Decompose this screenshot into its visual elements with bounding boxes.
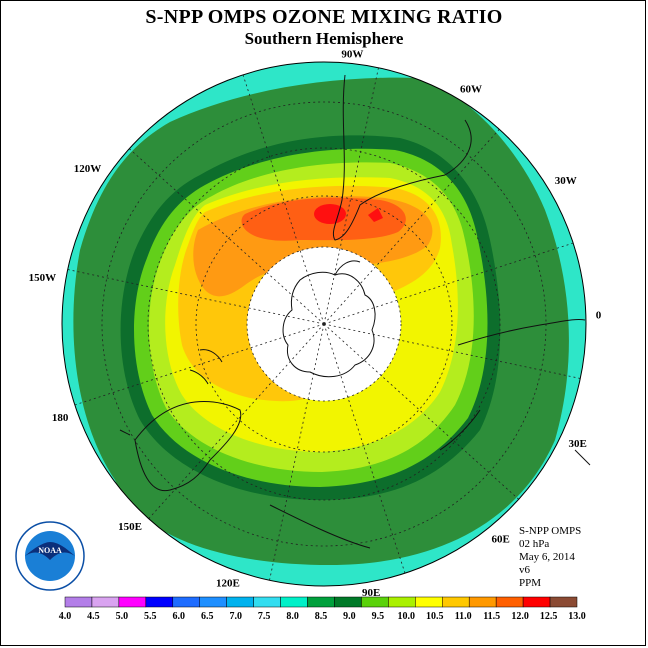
meridian-line <box>67 269 325 325</box>
colorbar-tick-label: 4.5 <box>87 611 100 622</box>
meridian-line <box>323 67 379 325</box>
colorbar-tick-label: 4.0 <box>59 611 72 622</box>
colorbar-tick-label: 12.5 <box>540 611 558 622</box>
colorbar-tick-label: 7.5 <box>258 611 271 622</box>
info-units: PPM <box>519 577 542 589</box>
colorbar-tick-label: 6.0 <box>173 611 186 622</box>
longitude-label: 0 <box>596 310 602 322</box>
info-product: S-NPP OMPS <box>519 525 582 537</box>
colorbar-swatch <box>145 596 174 608</box>
colorbar-swatch <box>280 596 308 608</box>
colorbar-tick-label: 7.0 <box>229 611 242 622</box>
longitude-label: 60E <box>492 533 510 545</box>
longitude-label: 60W <box>460 83 482 95</box>
longitude-label: 180 <box>52 412 69 424</box>
meridian-line <box>242 74 325 325</box>
colorbar-swatch <box>334 596 362 608</box>
longitude-labels: 90W 60W 30W 0 30E 60E 90E 120E 150E 180 150W 120W <box>29 49 602 599</box>
info-level: 02 hPa <box>519 538 550 550</box>
longitude-label: 30W <box>555 175 577 187</box>
meridian-line <box>129 148 325 325</box>
colorbar-swatch <box>495 596 524 608</box>
colorbar-tick-label: 9.0 <box>343 611 356 622</box>
latitude-circle <box>147 147 501 501</box>
meridian-line <box>323 323 519 500</box>
longitude-label: 90E <box>362 587 380 599</box>
colorbar-tick-label: 5.0 <box>116 611 129 622</box>
meridian-line <box>323 129 500 325</box>
map-border <box>61 61 587 587</box>
colorbar-swatch <box>172 596 200 608</box>
map-title: S-NPP OMPS OZONE MIXING RATIO <box>145 6 503 28</box>
map-subtitle: Southern Hemisphere <box>244 29 404 48</box>
info-version: v6 <box>519 564 530 576</box>
colorbar-swatch <box>468 596 497 608</box>
coastlines <box>119 74 591 549</box>
colorbar-tick-label: 11.0 <box>455 611 472 622</box>
meridian-line <box>148 323 325 519</box>
colorbar-swatch <box>64 596 93 608</box>
colorbar-swatch <box>91 596 120 608</box>
colorbar-tick-label: 5.5 <box>144 611 157 622</box>
colorbar-swatch <box>199 596 227 608</box>
colorbar-tick-label: 8.0 <box>286 611 299 622</box>
meridian-line <box>269 323 325 581</box>
meridian-line <box>74 323 325 406</box>
longitude-label: 90W <box>341 49 363 61</box>
meridian-line <box>323 323 406 574</box>
colorbar-swatch <box>118 596 147 608</box>
meridian-line <box>323 323 581 379</box>
colorbar-tick-label: 13.0 <box>568 611 586 622</box>
colorbar-swatch <box>226 596 254 608</box>
meridian-line <box>323 242 574 325</box>
colorbar-tick-label: 12.0 <box>511 611 529 622</box>
colorbar-tick-label: 10.5 <box>426 611 444 622</box>
colorbar-swatch <box>253 596 281 608</box>
longitude-label: 150W <box>29 272 57 284</box>
colorbar-tick-label: 11.5 <box>483 611 500 622</box>
band-12-5 <box>314 204 346 224</box>
colorbar-tick-label: 9.5 <box>372 611 385 622</box>
colorbar-tick-label: 6.5 <box>201 611 214 622</box>
colorbar-swatch <box>388 596 416 608</box>
longitude-label: 120W <box>74 163 102 175</box>
longitude-label: 120E <box>216 578 240 590</box>
colorbar-swatch <box>415 596 443 608</box>
noaa-logo-text: NOAA <box>38 546 62 555</box>
colorbar-swatch <box>522 596 551 608</box>
colorbar-swatch <box>307 596 335 608</box>
longitude-label: 30E <box>569 438 587 450</box>
band-12-5-b <box>368 208 383 222</box>
noaa-logo: NOAA <box>15 521 85 591</box>
colorbar-swatch <box>361 596 389 608</box>
colorbar: 4.0 4.5 5.0 5.5 6.0 6.5 7.0 7.5 8.0 8.5 9.0 9.5 10.0… <box>59 596 586 622</box>
info-date: May 6, 2014 <box>519 551 575 563</box>
latitude-circle <box>246 246 402 402</box>
product-info: S-NPP OMPS 02 hPa May 6, 2014 v6 PPM <box>519 525 581 590</box>
colorbar-tick-label: 10.0 <box>398 611 416 622</box>
colorbar-swatch <box>442 596 470 608</box>
colorbar-tick-label: 8.5 <box>315 611 328 622</box>
colorbar-swatch <box>549 596 578 608</box>
longitude-label: 150E <box>118 521 142 533</box>
latitude-circle <box>195 195 453 453</box>
